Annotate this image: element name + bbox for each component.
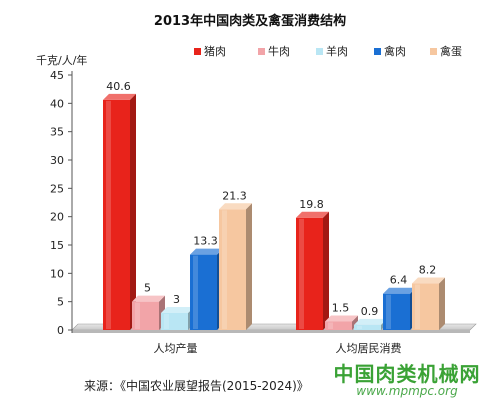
data-label-1-2: 0.9	[361, 305, 379, 318]
y-tick-label: 15	[50, 239, 64, 252]
bar-0-4	[219, 203, 252, 330]
category-label-0: 人均产量	[154, 341, 198, 355]
legend-item-3: 禽肉	[374, 44, 406, 58]
bar-1-0	[296, 211, 329, 330]
y-tick-label: 5	[57, 296, 64, 309]
source-note: 来源：《中国农业展望报告(2015-2024)》	[84, 379, 309, 393]
chart-title: 2013年中国肉类及禽蛋消费结构	[153, 14, 347, 29]
watermark-site-name: 中国肉类机械网	[333, 362, 481, 386]
bar-1-4	[412, 277, 445, 330]
category-label-1: 人均居民消费	[336, 341, 402, 355]
data-label-1-3: 6.4	[390, 274, 408, 287]
bar-1-1	[325, 315, 358, 330]
bar-0-0	[103, 93, 136, 330]
y-tick-label: 30	[50, 154, 64, 167]
svg-text:猪肉: 猪肉	[204, 45, 226, 58]
svg-text:牛肉: 牛肉	[268, 44, 290, 58]
bar-0-3	[190, 248, 223, 330]
data-label-0-1: 5	[144, 282, 151, 295]
y-tick-label: 10	[50, 267, 64, 280]
data-label-0-2: 3	[173, 293, 180, 306]
y-tick-label: 25	[50, 182, 64, 195]
legend-item-2: 羊肉	[316, 44, 348, 58]
y-tick-label: 35	[50, 126, 64, 139]
y-tick-label: 40	[50, 97, 64, 110]
chart-floor-edge	[72, 330, 470, 333]
legend-item-1: 牛肉	[258, 44, 290, 58]
watermark-url: www.mpmpc.org	[356, 384, 458, 398]
data-label-0-0: 40.6	[106, 80, 131, 93]
legend-item-4: 禽蛋	[430, 44, 462, 58]
data-label-1-0: 19.8	[299, 198, 324, 211]
svg-text:羊肉: 羊肉	[326, 44, 348, 58]
legend-item-0: 猪肉	[194, 45, 226, 58]
bar-0-2	[161, 307, 194, 330]
data-label-0-4: 21.3	[222, 189, 247, 202]
data-label-1-1: 1.5	[332, 302, 350, 315]
data-label-0-3: 13.3	[193, 235, 218, 248]
svg-text:禽肉: 禽肉	[384, 44, 406, 58]
bar-1-3	[383, 287, 416, 330]
bar-1-2	[354, 318, 387, 330]
data-label-1-4: 8.2	[419, 264, 437, 277]
y-axis-label: 千克/人/年	[36, 54, 88, 67]
bar-0-1	[132, 295, 165, 330]
y-tick-label: 45	[50, 69, 64, 82]
y-tick-label: 0	[57, 324, 64, 337]
y-tick-label: 20	[50, 211, 64, 224]
svg-text:禽蛋: 禽蛋	[440, 44, 462, 58]
